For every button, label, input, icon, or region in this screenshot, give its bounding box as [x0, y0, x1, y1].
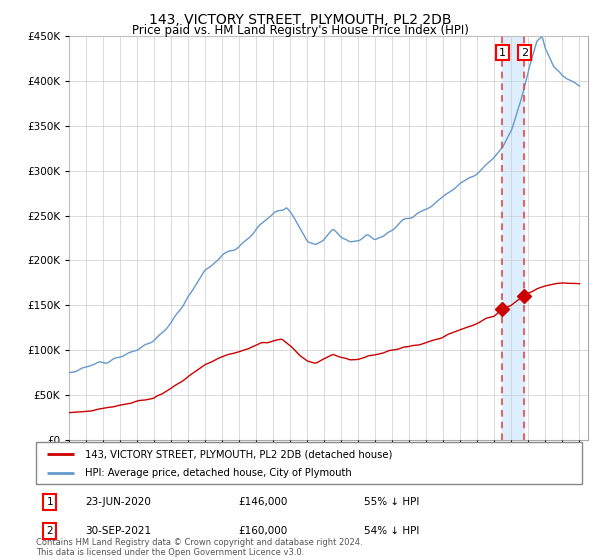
Text: 23-JUN-2020: 23-JUN-2020 [85, 497, 151, 507]
Text: 30-SEP-2021: 30-SEP-2021 [85, 526, 151, 536]
Text: £146,000: £146,000 [238, 497, 287, 507]
Text: HPI: Average price, detached house, City of Plymouth: HPI: Average price, detached house, City… [85, 468, 352, 478]
Text: 1: 1 [46, 497, 53, 507]
Text: 2: 2 [46, 526, 53, 536]
Bar [502, 36, 524, 440]
Text: 143, VICTORY STREET, PLYMOUTH, PL2 2DB (detached house): 143, VICTORY STREET, PLYMOUTH, PL2 2DB (… [85, 449, 392, 459]
FancyBboxPatch shape [36, 442, 582, 484]
Text: 2: 2 [521, 48, 528, 58]
Text: 55% ↓ HPI: 55% ↓ HPI [364, 497, 419, 507]
Text: 54% ↓ HPI: 54% ↓ HPI [364, 526, 419, 536]
Text: Price paid vs. HM Land Registry's House Price Index (HPI): Price paid vs. HM Land Registry's House … [131, 24, 469, 37]
Text: £160,000: £160,000 [238, 526, 287, 536]
Text: Contains HM Land Registry data © Crown copyright and database right 2024.
This d: Contains HM Land Registry data © Crown c… [36, 538, 362, 557]
Text: 1: 1 [499, 48, 506, 58]
Text: 143, VICTORY STREET, PLYMOUTH, PL2 2DB: 143, VICTORY STREET, PLYMOUTH, PL2 2DB [149, 13, 451, 27]
